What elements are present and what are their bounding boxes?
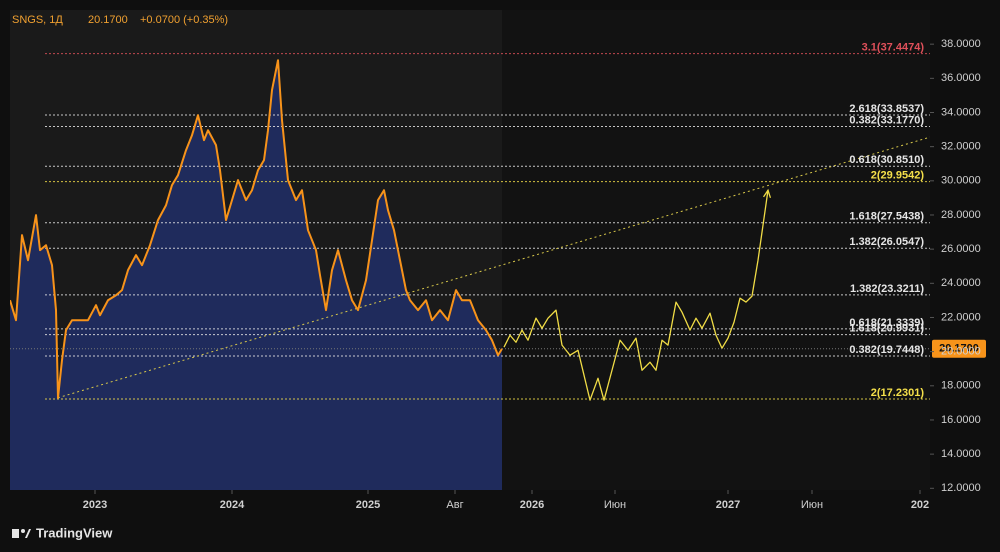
forecast-line	[503, 190, 769, 401]
y-tick-label: 14.0000	[941, 448, 981, 460]
trend-line	[57, 136, 930, 399]
y-tick-label: 24.0000	[941, 277, 981, 289]
y-tick-label: 30.0000	[941, 175, 981, 187]
level-label: 1.618(20.9931)	[849, 323, 924, 335]
future-area	[502, 10, 930, 490]
x-tick-label: 2025	[356, 499, 380, 511]
y-tick-label: 20.0000	[941, 346, 981, 358]
plot	[10, 10, 930, 490]
level-label: 3.1(37.4474)	[862, 42, 925, 54]
x-tick-label: 2023	[83, 499, 107, 511]
x-tick-label: 2027	[716, 499, 740, 511]
price: 20.1700	[88, 14, 128, 26]
y-tick-label: 12.0000	[941, 482, 981, 494]
level-label: 2.618(33.8537)	[849, 103, 924, 115]
level-label: 1.618(27.5438)	[849, 211, 924, 223]
x-tick-label: Июн	[801, 499, 823, 511]
symbol: SNGS, 1Д	[12, 14, 63, 26]
level-label: 1.382(26.0547)	[849, 236, 924, 248]
level-label: 2(29.9542)	[871, 170, 925, 182]
level-label: 0.618(21.3339)	[849, 317, 924, 329]
brand-logo	[12, 529, 31, 538]
level-label: 0.618(30.8510)	[849, 154, 924, 166]
x-tick-label: 2024	[220, 499, 245, 511]
x-tick-label: 2026	[520, 499, 544, 511]
level-label: 0.382(19.7448)	[849, 344, 924, 356]
y-tick-label: 28.0000	[941, 209, 981, 221]
area-fill	[10, 60, 502, 490]
brand[interactable]: TradingView	[36, 525, 113, 540]
price-badge-label: 20.1700	[939, 343, 979, 355]
y-tick-label: 16.0000	[941, 414, 981, 426]
y-tick-label: 32.0000	[941, 141, 981, 153]
price-badge	[932, 339, 986, 358]
y-tick-label: 34.0000	[941, 106, 981, 118]
level-label: 0.382(33.1770)	[849, 114, 924, 126]
y-tick-label: 18.0000	[941, 380, 981, 392]
x-tick-label: Июн	[604, 499, 626, 511]
level-label: 2(17.2301)	[871, 387, 925, 399]
x-tick-label: 202	[911, 499, 929, 511]
y-tick-label: 22.0000	[941, 311, 981, 323]
y-tick-label: 38.0000	[941, 38, 981, 50]
x-tick-label: Авг	[446, 499, 463, 511]
change: +0.0700 (+0.35%)	[140, 14, 228, 26]
y-tick-label: 26.0000	[941, 243, 981, 255]
y-tick-label: 36.0000	[941, 72, 981, 84]
arrow-head	[762, 188, 772, 199]
price-line	[10, 59, 503, 399]
level-label: 1.382(23.3211)	[850, 283, 924, 295]
